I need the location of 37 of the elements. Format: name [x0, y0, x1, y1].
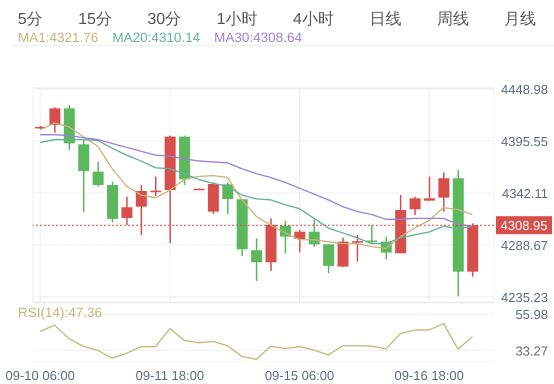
text: 30分	[147, 10, 182, 30]
y-tick-label: 4235.23	[501, 290, 548, 305]
candlestick	[323, 243, 334, 274]
candlestick	[49, 106, 60, 134]
x-tick-label: 09-15 06:00	[264, 368, 334, 383]
y-tick-label: 55.98	[515, 307, 548, 322]
y-tick-label: 4342.11	[502, 186, 548, 201]
y-tick-label: 33.27	[515, 343, 548, 358]
candlestick	[294, 229, 306, 254]
y-tick-label: 4395.55	[501, 134, 548, 149]
text: MA20:4310.14	[112, 30, 200, 45]
candlestick	[438, 172, 450, 212]
line-series	[40, 322, 474, 360]
text: MA1:4321.76	[18, 30, 98, 45]
x-tick-label: 09-16 18:00	[394, 368, 464, 383]
y-tick-label: 4288.67	[501, 238, 548, 253]
candlestick	[150, 176, 162, 197]
text: 15分	[78, 10, 112, 30]
candlestick	[251, 238, 262, 282]
text: 月线	[504, 10, 536, 30]
x-tick-label: 09-10 06:00	[6, 368, 75, 383]
line-series	[40, 134, 474, 227]
text: 日线	[369, 10, 402, 30]
candlestick	[352, 234, 363, 262]
text: 5分	[18, 10, 43, 30]
candlestick	[308, 219, 320, 248]
text: 周线	[436, 10, 469, 30]
candlestick	[92, 160, 104, 188]
text: 4小时	[292, 10, 334, 30]
ref-line-label: 4308.95	[500, 218, 548, 234]
candlestick	[410, 196, 421, 216]
text: MA30:4308.64	[214, 30, 302, 45]
y-tick-label: 4448.98	[501, 82, 548, 97]
text: 1小时	[216, 10, 258, 30]
x-tick-label: 09-11 18:00	[136, 368, 204, 383]
candlestick	[366, 224, 378, 245]
series-label: RSI(14):47.36	[18, 305, 102, 320]
